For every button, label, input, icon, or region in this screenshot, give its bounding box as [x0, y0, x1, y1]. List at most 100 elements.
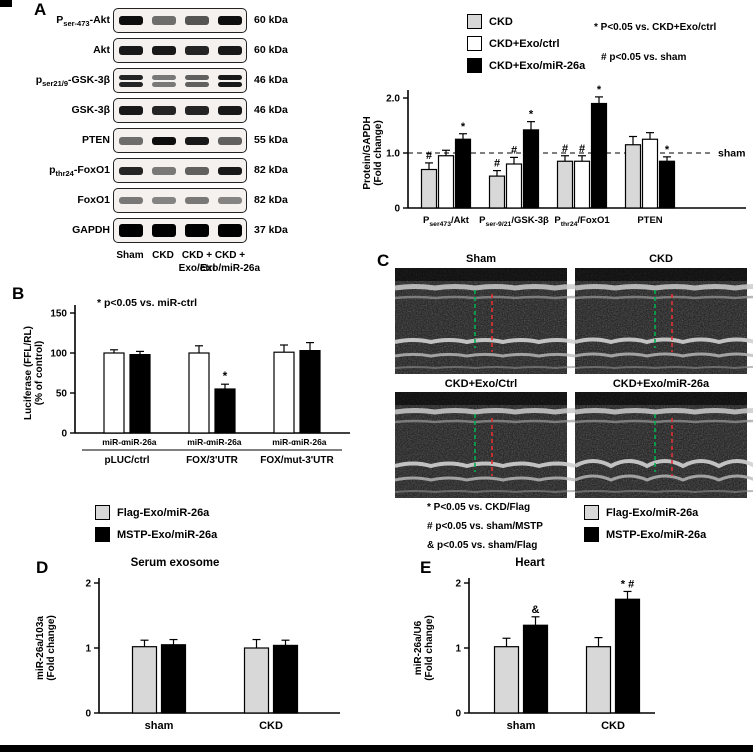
blot-strip [113, 218, 247, 243]
category-label: pLUC/ctrl [105, 455, 150, 466]
y-axis-label: (% of control) [34, 341, 45, 405]
bar-label: miR-26a [123, 437, 156, 447]
y-axis-label: miR-26a/U6 [413, 620, 424, 675]
significance-mark: # [562, 143, 568, 155]
significance-mark: * [529, 109, 534, 121]
bar [493, 646, 520, 714]
panel-a-legend: CKD CKD+Exo/ctrl CKD+Exo/miR-26a [467, 14, 585, 80]
legend-item: Flag-Exo/miR-26a [584, 505, 706, 520]
panel-c-label: C [377, 251, 390, 270]
bar [243, 647, 270, 714]
category-label: Pser-9/21/GSK-3β [479, 215, 549, 228]
legend-label: Flag-Exo/miR-26a [606, 506, 699, 519]
bar [522, 129, 540, 209]
blot-protein-label: pser21/9-GSK-3β [35, 74, 110, 89]
bar-label: miR-c [187, 437, 211, 447]
category-label: sham [145, 720, 174, 732]
blot-band [118, 46, 143, 55]
bar [437, 155, 455, 209]
blot-band [151, 46, 176, 55]
panel-a-label: A [34, 0, 47, 19]
bar [454, 138, 472, 209]
blot-band [118, 197, 143, 204]
y-tick-label: 2.0 [386, 94, 400, 105]
y-axis-label: miR-26a/103a [35, 616, 46, 680]
legend-label: CKD [489, 15, 513, 28]
panel-e-label: E [420, 558, 432, 577]
y-tick-label: 1.0 [386, 149, 400, 160]
significance-mark: * # [621, 578, 634, 590]
blot-band [184, 224, 209, 237]
page-bottom-rule [0, 745, 753, 752]
blot-band [217, 106, 242, 115]
blot-band [184, 16, 209, 25]
significance-mark: & [532, 604, 540, 616]
panel-d-legend: Flag-Exo/miR-26a MSTP-Exo/miR-26a [95, 505, 217, 549]
bar [214, 388, 236, 434]
bar [505, 163, 523, 209]
panel-d-bar-chart: 0 1 2 miR-26a/103a (Fold change) Serum exosom… [35, 557, 340, 732]
blot-strip [113, 158, 247, 183]
legend-swatch [467, 58, 482, 73]
y-tick-label: 100 [50, 349, 67, 360]
y-axis-label: (Fold change) [373, 120, 384, 186]
legend-label: MSTP-Exo/miR-26a [117, 528, 218, 541]
panel-a-bar-chart: sham 0 1.0 2.0 Protein/GAPDH (Fold change) # * P… [362, 84, 746, 228]
legend-swatch [584, 505, 599, 520]
blot-band [217, 197, 242, 204]
echocardiogram-svg [574, 268, 753, 374]
significance-mark: # [511, 144, 517, 156]
blot-protein-label: FoxO1 [77, 194, 110, 206]
blot-strip [113, 38, 247, 63]
blot-band [217, 46, 242, 55]
bar [129, 353, 151, 434]
bar [573, 160, 591, 209]
blot-strip [113, 98, 247, 123]
y-tick-label: 0 [85, 709, 91, 720]
y-tick-label: 50 [56, 389, 68, 400]
bar-label: miR-c [102, 437, 126, 447]
echo-title-sham: Sham [466, 253, 496, 265]
bar-label: miR-26a [293, 437, 326, 447]
bar [522, 624, 549, 714]
significance-mark: * [223, 369, 228, 383]
legend-label: CKD+Exo/miR-26a [489, 59, 586, 72]
bar-label: miR-26a [208, 437, 241, 447]
legend-item: MSTP-Exo/miR-26a [584, 527, 706, 542]
y-axis-label: Luciferase (FFL/RL) [23, 326, 34, 420]
panel-e-annotation-1: * P<0.05 vs. CKD/Flag [427, 502, 531, 513]
blot-lane-label: Sham [116, 250, 144, 261]
blot-protein-label: pthr24-FoxO1 [49, 164, 110, 179]
legend-item: Flag-Exo/miR-26a [95, 505, 217, 520]
bar [556, 160, 574, 209]
panel-e-annotation-3: & p<0.05 vs. sham/Flag [427, 540, 538, 551]
blot-band [184, 197, 209, 204]
blot-protein-label: PTEN [81, 134, 110, 146]
y-tick-label: 0 [61, 429, 67, 440]
y-tick-label: 1 [85, 644, 91, 655]
blot-kda-label: 37 kDa [254, 224, 288, 236]
panel-a-annotation-1: * P<0.05 vs. CKD+Exo/ctrl [594, 22, 717, 33]
y-tick-label: 150 [50, 309, 67, 320]
blot-band [118, 166, 143, 175]
blot-band [151, 16, 176, 25]
bar [299, 349, 321, 434]
echo-image-sham [394, 268, 596, 374]
legend-label: Flag-Exo/miR-26a [117, 506, 210, 519]
y-tick-label: 0 [455, 709, 461, 720]
legend-item: CKD+Exo/ctrl [467, 36, 585, 51]
bar [131, 646, 158, 714]
chart-title: Serum exosome [131, 557, 220, 569]
y-tick-label: 2 [85, 579, 91, 590]
category-label: FOX/3'UTR [186, 455, 239, 466]
blot-protein-label: Pser-473-Akt [56, 14, 110, 29]
blot-band [184, 74, 209, 87]
blot-band [151, 224, 176, 237]
reference-line-label: sham [718, 148, 745, 160]
panel-e-legend: Flag-Exo/miR-26a MSTP-Exo/miR-26a [584, 505, 706, 549]
blot-kda-label: 82 kDa [254, 164, 288, 176]
panel-b-label: B [12, 284, 25, 303]
y-axis-label: (Fold change) [424, 615, 435, 681]
bar [160, 644, 187, 714]
echo-image-ckd-exo-mir26a [574, 392, 753, 498]
